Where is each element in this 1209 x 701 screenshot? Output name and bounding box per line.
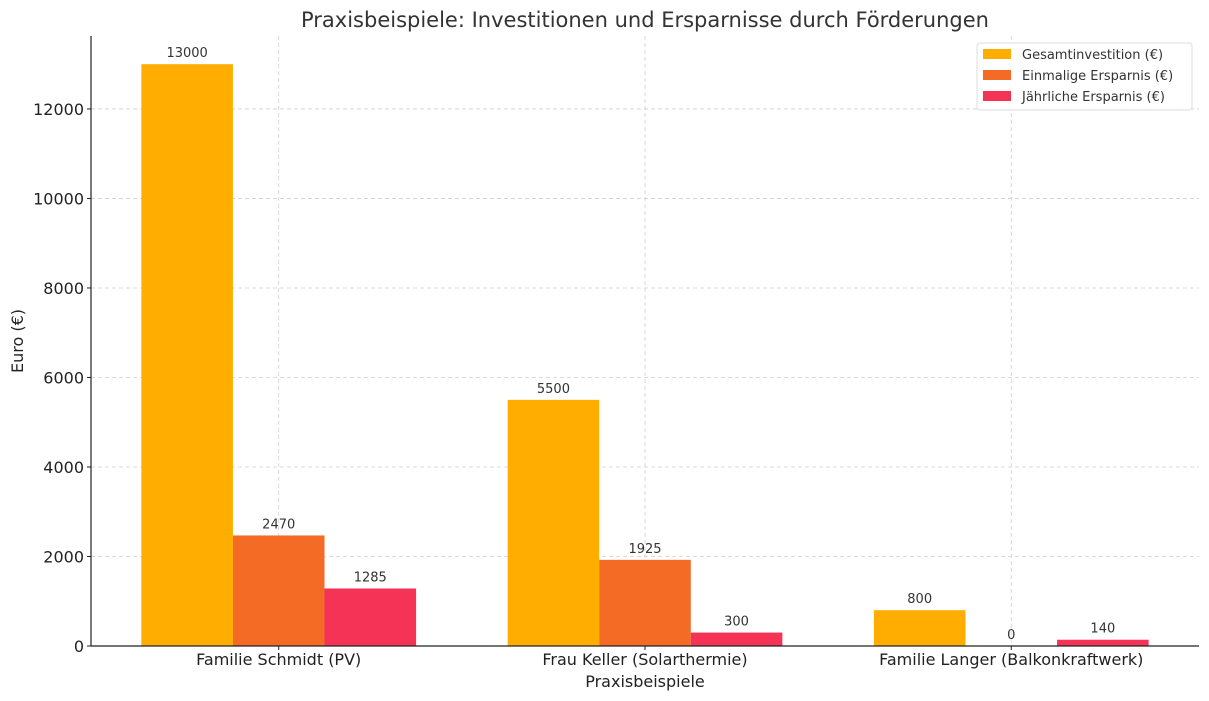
legend-swatch <box>983 49 1011 59</box>
y-tick-label: 6000 <box>43 368 84 387</box>
data-label: 13000 <box>166 46 207 61</box>
data-label: 2470 <box>262 517 295 532</box>
bar <box>690 632 783 646</box>
x-tick-label: Familie Schmidt (PV) <box>196 650 361 669</box>
data-label: 0 <box>1007 628 1015 643</box>
y-tick-label: 12000 <box>33 100 84 119</box>
bar <box>232 535 325 646</box>
legend-label: Jährliche Ersparnis (€) <box>1021 90 1165 105</box>
data-label: 1925 <box>628 542 661 557</box>
bar <box>873 610 966 646</box>
y-tick-label: 10000 <box>33 189 84 208</box>
legend: Gesamtinvestition (€) Einmalige Ersparnis… <box>976 42 1193 111</box>
data-label: 300 <box>724 615 749 630</box>
data-label: 800 <box>907 592 932 607</box>
bar <box>1057 639 1149 646</box>
legend-label: Einmalige Ersparnis (€) <box>1022 69 1173 84</box>
bar <box>324 588 417 646</box>
bar <box>141 64 233 646</box>
legend-swatch <box>983 91 1011 101</box>
y-tick-label: 4000 <box>43 458 84 477</box>
x-tick-label: Familie Langer (Balkonkraftwerk) <box>879 650 1143 669</box>
data-label: 1285 <box>354 570 387 585</box>
y-axis-label: Euro (€) <box>8 309 27 373</box>
x-tick-label: Frau Keller (Solarthermie) <box>542 650 747 669</box>
bar <box>599 559 691 646</box>
data-label: 140 <box>1090 622 1115 637</box>
legend-label: Gesamtinvestition (€) <box>1022 48 1163 63</box>
chart-title: Praxisbeispiele: Investitionen und Erspa… <box>301 8 989 32</box>
x-axis-label: Praxisbeispiele <box>585 672 705 691</box>
y-tick-label: 2000 <box>43 547 84 566</box>
data-label: 5500 <box>537 382 570 397</box>
y-tick-label: 0 <box>74 637 84 656</box>
bar <box>507 399 600 646</box>
legend-swatch <box>983 70 1011 80</box>
y-tick-label: 8000 <box>43 279 84 298</box>
